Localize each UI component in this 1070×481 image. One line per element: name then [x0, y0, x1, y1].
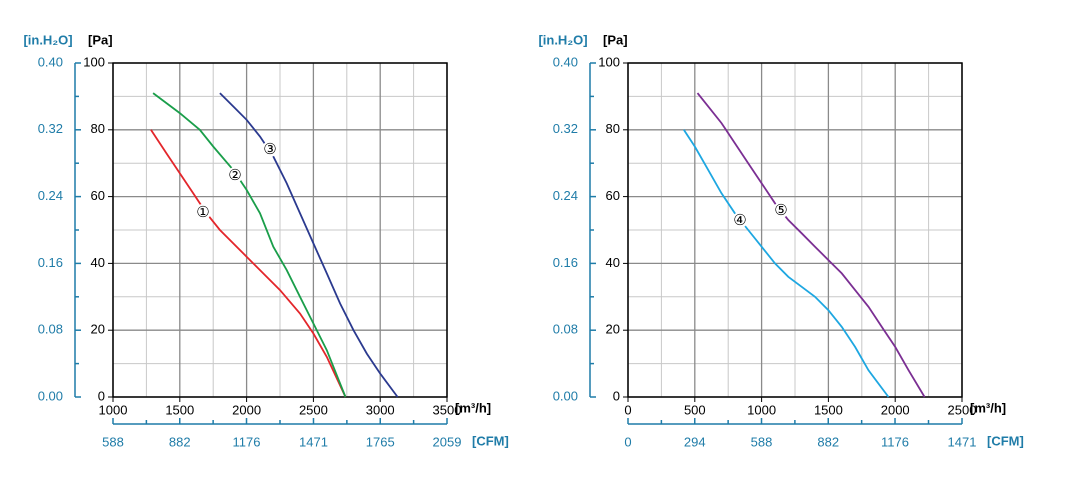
x-axis-label: [m³/h] — [455, 400, 491, 415]
fan-curve — [219, 92, 399, 398]
x2-tick-label: 294 — [684, 434, 706, 449]
y2-tick-label: 0.16 — [553, 255, 578, 270]
y2-axis-label: [in.H₂O] — [538, 32, 587, 47]
y-tick-label: 80 — [91, 121, 105, 136]
curve-label: ④ — [733, 212, 746, 229]
x2-tick-label: 2059 — [433, 434, 462, 449]
x-tick-label: 500 — [684, 402, 706, 417]
y-tick-label: 0 — [613, 388, 620, 403]
x2-tick-label: 1471 — [948, 434, 977, 449]
y2-tick-label: 0.24 — [553, 188, 578, 203]
label-bg — [732, 212, 748, 228]
x2-tick-label: 0 — [624, 434, 631, 449]
y2-tick-label: 0.08 — [553, 322, 578, 337]
x-tick-label: 3000 — [366, 402, 395, 417]
chart: 0 500 1000 1500 2000 2500 0 20 40 60 80 100 0.00 0.08… — [538, 32, 1023, 449]
y2-tick-label: 0.16 — [38, 255, 63, 270]
curve-label: ② — [228, 167, 241, 184]
fan-curve — [696, 92, 926, 398]
x-tick-label: 2000 — [881, 402, 910, 417]
x-tick-label: 3500 — [433, 402, 462, 417]
y-tick-label: 100 — [598, 54, 620, 69]
x2-tick-label: 1471 — [299, 434, 328, 449]
y-tick-label: 40 — [91, 255, 105, 270]
x2-tick-label: 588 — [102, 434, 124, 449]
y-tick-label: 60 — [91, 188, 105, 203]
y-axis-label: [Pa] — [603, 32, 628, 47]
y-tick-label: 80 — [606, 121, 620, 136]
x-tick-label: 1500 — [165, 402, 194, 417]
chart: 1000 1500 2000 2500 3000 3500 0 20 40 60 80 100 0.00… — [23, 32, 508, 449]
y2-tick-label: 0.08 — [38, 322, 63, 337]
x2-tick-label: 1176 — [881, 434, 909, 449]
y-tick-label: 60 — [606, 188, 620, 203]
curve-label: ① — [196, 204, 209, 221]
plot-frame — [112, 62, 448, 398]
x-tick-label: 2500 — [948, 402, 977, 417]
label-bg — [195, 204, 211, 220]
x-tick-label: 1500 — [814, 402, 843, 417]
curve-label: ⑤ — [774, 202, 787, 219]
x-tick-label: 2000 — [232, 402, 261, 417]
curve-label: ③ — [263, 141, 276, 158]
y2-tick-label: 0.00 — [38, 388, 63, 403]
x2-tick-label: 882 — [169, 434, 191, 449]
x2-axis-label: [CFM] — [472, 433, 509, 448]
y2-tick-label: 0.24 — [38, 188, 63, 203]
label-bg — [262, 141, 278, 157]
y-tick-label: 100 — [83, 54, 105, 69]
x-tick-label: 2500 — [299, 402, 328, 417]
y2-tick-label: 0.32 — [38, 121, 63, 136]
y2-tick-label: 0.40 — [553, 54, 578, 69]
x2-tick-label: 1765 — [366, 434, 395, 449]
y-tick-label: 20 — [91, 322, 105, 337]
fan-curve — [152, 92, 347, 398]
label-bg — [773, 202, 789, 218]
y2-axis-label: [in.H₂O] — [23, 32, 72, 47]
y2-tick-label: 0.32 — [553, 121, 578, 136]
x-tick-label: 0 — [624, 402, 631, 417]
x2-tick-label: 882 — [817, 434, 839, 449]
y-tick-label: 20 — [606, 322, 620, 337]
plot-frame — [627, 62, 963, 398]
x-axis-label: [m³/h] — [970, 400, 1006, 415]
x2-axis-label: [CFM] — [987, 433, 1024, 448]
label-bg — [227, 167, 243, 183]
x2-tick-label: 588 — [751, 434, 773, 449]
x-tick-label: 1000 — [747, 402, 776, 417]
y-tick-label: 40 — [606, 255, 620, 270]
x2-tick-label: 1176 — [233, 434, 261, 449]
y-tick-label: 0 — [98, 388, 105, 403]
y2-tick-label: 0.00 — [553, 388, 578, 403]
fan-curve — [683, 129, 890, 398]
x-tick-label: 1000 — [99, 402, 128, 417]
y2-tick-label: 0.40 — [38, 54, 63, 69]
y-axis-label: [Pa] — [88, 32, 113, 47]
fan-curve — [150, 129, 347, 398]
